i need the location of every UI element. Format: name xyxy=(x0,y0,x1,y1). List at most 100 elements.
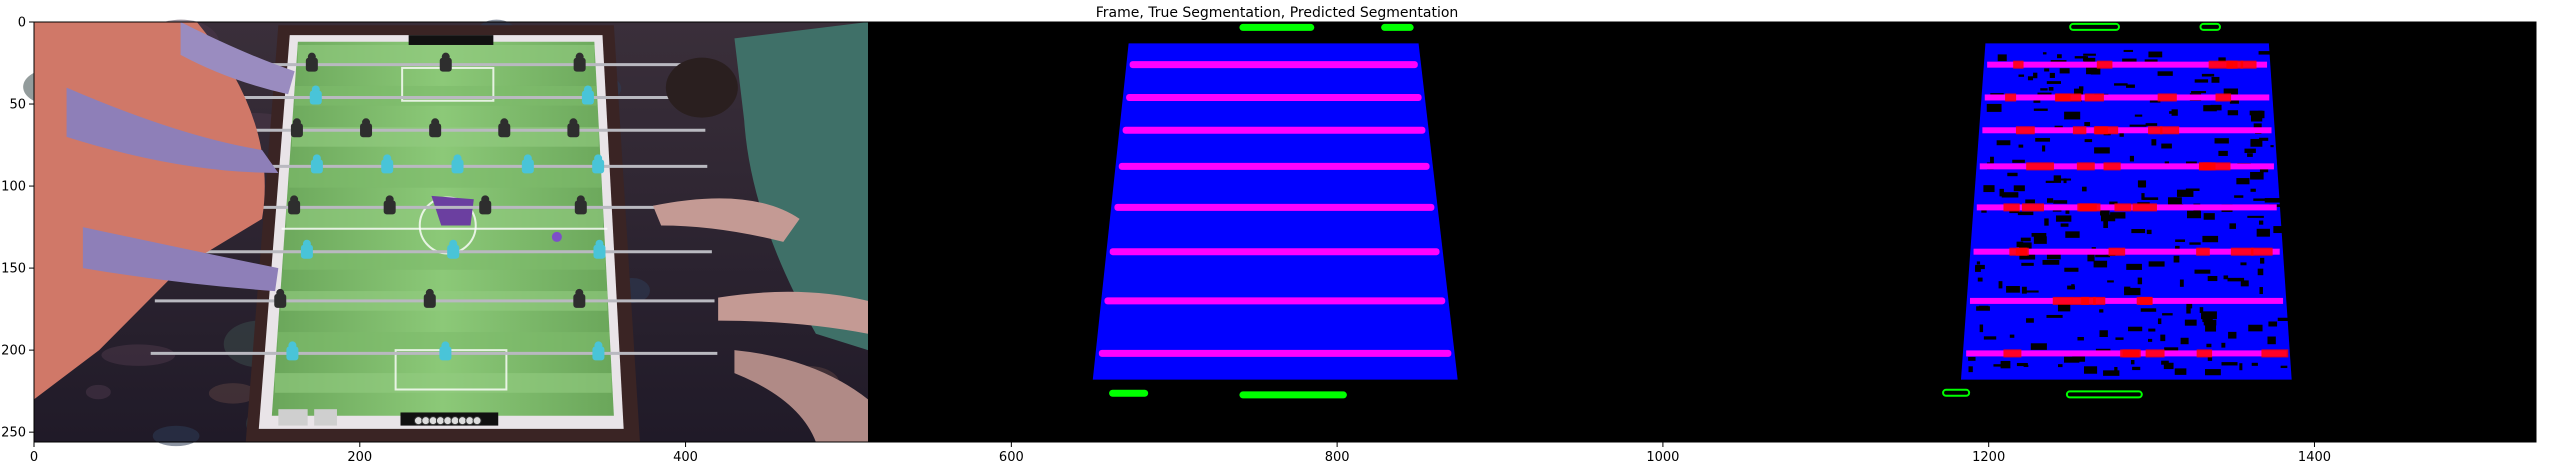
player-head xyxy=(302,239,311,248)
noise-speckle xyxy=(2257,268,2264,276)
score-bead xyxy=(457,416,467,426)
predicted-error xyxy=(2196,349,2213,358)
noise-speckle xyxy=(2280,365,2288,369)
noise-speckle xyxy=(1997,54,2007,62)
noise-speckle xyxy=(2094,147,2110,154)
player-head xyxy=(594,154,603,163)
player-figure xyxy=(429,123,442,138)
player-head xyxy=(311,85,320,94)
x-tick-label: 200 xyxy=(347,450,372,465)
score-bead xyxy=(421,416,431,426)
noise-speckle xyxy=(2050,60,2067,63)
player-figure xyxy=(593,244,606,259)
ball-cup xyxy=(278,409,308,426)
noise-speckle xyxy=(2057,54,2062,59)
predicted-error xyxy=(2261,349,2289,358)
noise-speckle xyxy=(2035,137,2051,142)
noise-speckle xyxy=(2229,99,2239,104)
noise-speckle xyxy=(2016,241,2024,248)
noise-speckle xyxy=(2017,211,2034,216)
noise-speckle xyxy=(2185,188,2200,191)
noise-speckle xyxy=(2049,72,2055,78)
predicted-error xyxy=(2015,126,2035,135)
predicted-error xyxy=(2077,203,2097,212)
noise-speckle xyxy=(2084,139,2093,143)
predicted-error xyxy=(2026,162,2054,171)
noise-speckle xyxy=(2221,342,2226,348)
y-tick-label: 150 xyxy=(1,262,26,277)
noise-speckle xyxy=(2018,144,2024,148)
predicted-error xyxy=(2003,203,2020,212)
person-right xyxy=(734,22,868,351)
noise-speckle xyxy=(2084,57,2096,62)
top-goal xyxy=(408,35,494,45)
noise-speckle xyxy=(2223,275,2229,280)
frame-panel xyxy=(23,19,868,447)
predicted-error xyxy=(2093,126,2108,135)
noise-speckle xyxy=(2205,369,2221,376)
score-bead xyxy=(465,416,475,426)
noise-speckle xyxy=(2053,200,2068,204)
noise-speckle xyxy=(2202,316,2213,323)
true-segmentation-panel xyxy=(868,22,1702,442)
noise-speckle xyxy=(2205,324,2217,332)
score-bead xyxy=(428,416,438,426)
arm xyxy=(82,227,279,292)
player-head xyxy=(431,118,440,127)
noise-speckle xyxy=(2027,76,2034,81)
noise-speckle xyxy=(2141,193,2145,200)
player-head xyxy=(523,154,532,163)
noise-speckle xyxy=(2046,314,2063,318)
predicted-error xyxy=(2157,93,2177,102)
noise-speckle xyxy=(2110,212,2126,219)
noise-speckle xyxy=(2145,123,2158,126)
noise-speckle xyxy=(2151,139,2157,146)
noise-speckle xyxy=(2240,262,2247,266)
predicted-error xyxy=(2108,247,2126,256)
noise-speckle xyxy=(2189,242,2201,245)
noise-speckle xyxy=(2134,114,2143,117)
score-bead xyxy=(443,416,453,426)
noise-speckle xyxy=(2021,262,2034,266)
player-figure xyxy=(592,159,605,174)
noise-speckle xyxy=(2247,215,2264,218)
noise-speckle xyxy=(2256,228,2270,237)
noise-speckle xyxy=(2160,334,2166,342)
noise-speckle xyxy=(2239,363,2243,371)
noise-speckle xyxy=(1968,366,1973,373)
noise-speckle xyxy=(2137,180,2147,188)
noise-speckle xyxy=(2211,76,2220,83)
score-bead xyxy=(450,416,460,426)
noise-speckle xyxy=(2065,231,2080,238)
noise-speckle xyxy=(2148,328,2156,332)
score-bead xyxy=(472,416,482,426)
carpet-pattern xyxy=(152,425,200,447)
noise-speckle xyxy=(2250,138,2263,147)
chart-title: Frame, True Segmentation, Predicted Segm… xyxy=(1096,5,1459,21)
noise-speckle xyxy=(2162,313,2173,316)
noise-speckle xyxy=(2042,145,2046,152)
noise-speckle xyxy=(2099,330,2108,337)
noise-speckle xyxy=(2249,110,2263,116)
noise-speckle xyxy=(2103,370,2120,376)
predicted-error xyxy=(2076,162,2095,171)
noise-speckle xyxy=(2270,145,2274,148)
noise-speckle xyxy=(2247,153,2253,157)
noise-speckle xyxy=(2248,324,2263,332)
noise-speckle xyxy=(2082,186,2087,192)
noise-speckle xyxy=(2064,111,2081,120)
predicted-goal-marker xyxy=(1942,388,1971,397)
noise-speckle xyxy=(2020,237,2031,242)
noise-speckle xyxy=(2044,218,2049,226)
ball xyxy=(551,231,562,242)
noise-speckle xyxy=(2223,88,2238,96)
noise-speckle xyxy=(2186,307,2191,314)
predicted-goal-marker xyxy=(2199,22,2221,31)
noise-speckle xyxy=(1999,188,2004,197)
x-tick-label: 0 xyxy=(30,450,38,465)
y-tick-label: 250 xyxy=(1,426,26,441)
noise-speckle xyxy=(2259,137,2269,141)
noise-speckle xyxy=(2229,223,2236,229)
noise-speckle xyxy=(2218,150,2228,156)
